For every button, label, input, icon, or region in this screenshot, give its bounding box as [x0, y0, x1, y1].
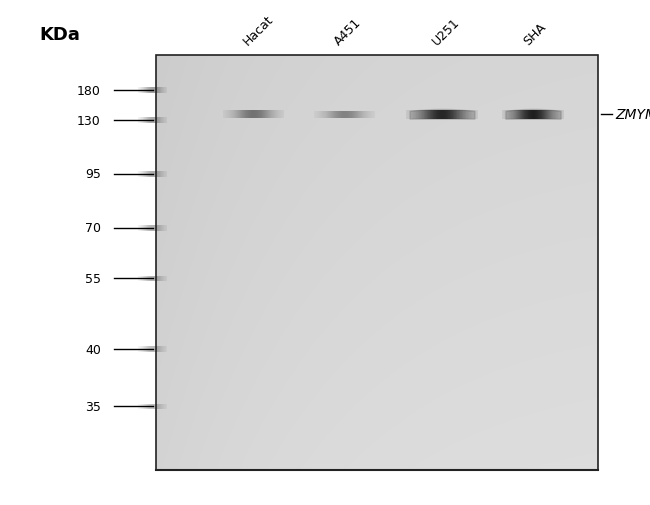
- Text: 35: 35: [85, 400, 101, 413]
- Text: 180: 180: [77, 84, 101, 97]
- Text: 55: 55: [84, 272, 101, 285]
- Text: ZMYM1: ZMYM1: [616, 108, 650, 122]
- Text: SHA: SHA: [521, 21, 548, 48]
- Text: 40: 40: [85, 343, 101, 356]
- Text: KDa: KDa: [39, 26, 80, 44]
- Text: A451: A451: [332, 16, 364, 48]
- Text: 130: 130: [77, 115, 101, 128]
- Text: 95: 95: [85, 168, 101, 181]
- Text: Hacat: Hacat: [241, 13, 276, 48]
- Bar: [156, 56, 598, 470]
- Text: 70: 70: [84, 222, 101, 235]
- Text: U251: U251: [430, 16, 462, 48]
